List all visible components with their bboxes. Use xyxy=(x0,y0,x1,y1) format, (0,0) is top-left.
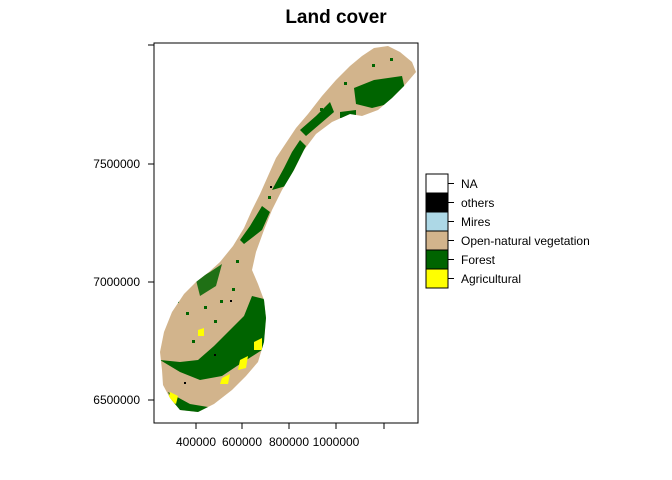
legend-label: others xyxy=(461,196,494,210)
norway-land-cover xyxy=(160,46,416,412)
legend-label: Open-natural vegetation xyxy=(461,234,590,248)
x-tick-label: 600000 xyxy=(222,435,262,449)
y-tick-label: 7500000 xyxy=(93,157,140,171)
x-tick-label: 800000 xyxy=(269,435,309,449)
legend-swatch-open-natural xyxy=(425,230,449,251)
map-legend: NA others Mires Open-natural vegetation … xyxy=(425,173,590,289)
legend-label: Agricultural xyxy=(461,272,521,286)
legend-label: Forest xyxy=(461,253,496,267)
map-title: Land cover xyxy=(285,7,387,28)
x-tick-label: 400000 xyxy=(176,435,216,449)
legend-swatch-forest xyxy=(425,249,449,270)
x-axis: 400000 600000 800000 1000000 xyxy=(176,422,385,449)
x-tick-label: 1000000 xyxy=(313,435,360,449)
legend-label: Mires xyxy=(461,215,490,229)
legend-swatch-others xyxy=(425,192,449,213)
legend-swatch-na xyxy=(425,173,449,194)
y-axis: 6500000 7000000 7500000 xyxy=(93,44,155,407)
legend-swatch-agricultural xyxy=(425,268,449,289)
legend-swatch-mires xyxy=(425,211,449,232)
legend-label: NA xyxy=(461,177,478,191)
y-tick-label: 6500000 xyxy=(93,393,140,407)
y-tick-label: 7000000 xyxy=(93,275,140,289)
